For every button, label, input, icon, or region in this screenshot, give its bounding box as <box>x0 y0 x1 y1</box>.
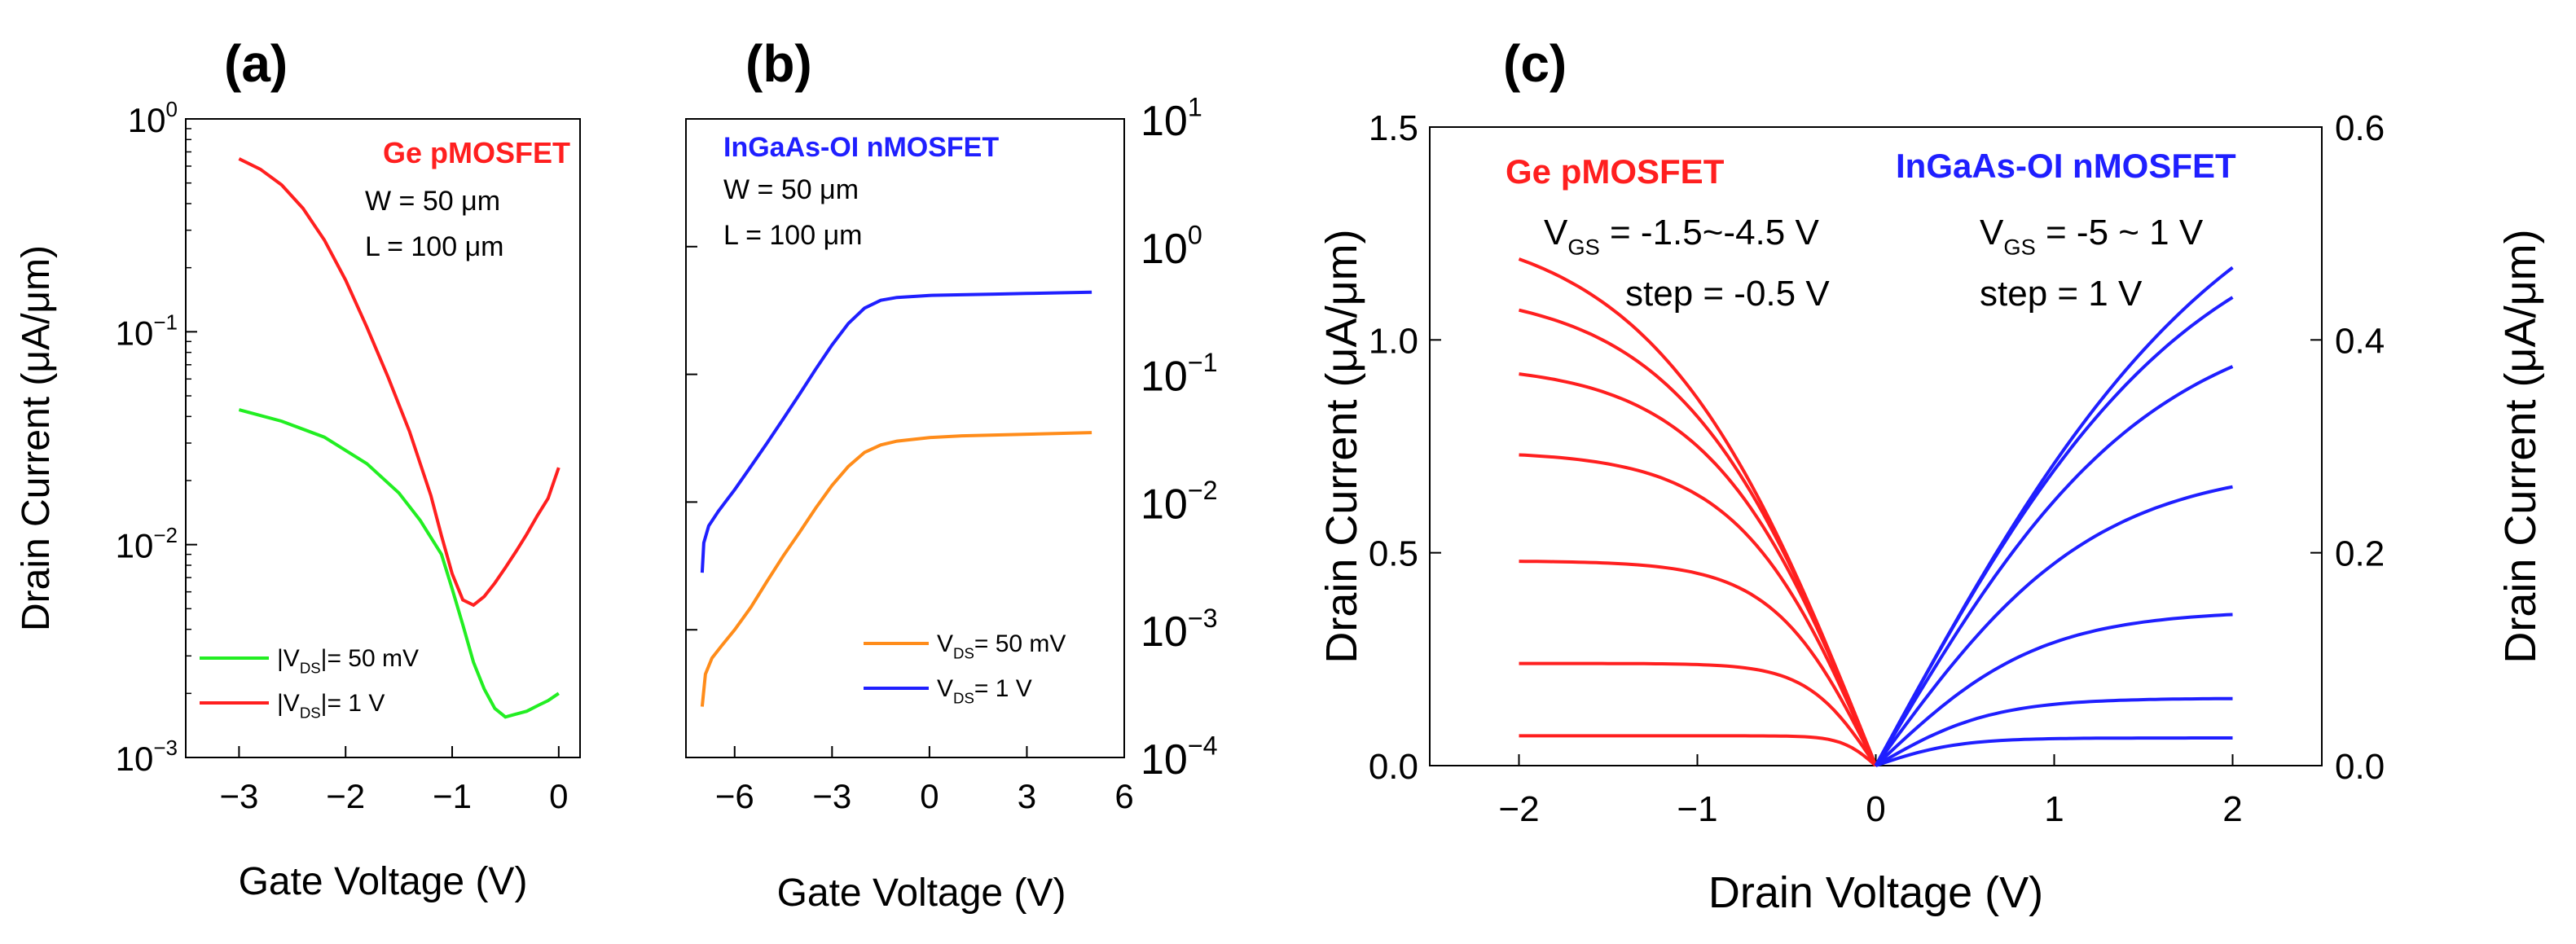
panel-label-c: (c) <box>1503 34 1567 93</box>
y-tick-label-a: 100 <box>128 97 178 139</box>
x-tick-label-c: 1 <box>2044 789 2064 829</box>
panel-a: −3 −2 −1 0 10−3 10−2 10−1 100 Gate Voltage (V) Dr… <box>15 97 581 903</box>
x-tick-label-c: −1 <box>1677 789 1717 829</box>
y-tick-label-c: 1.5 <box>1369 108 1418 148</box>
annotation-b: L = 100 μm <box>723 220 862 251</box>
y-axis-right-label-c: Drain Current (μA/μm) <box>2496 229 2545 663</box>
series-line-c-blue-6 <box>1874 266 2234 766</box>
title-b: InGaAs-OI nMOSFET <box>723 132 999 163</box>
series-line-c-red-4 <box>1519 372 1878 766</box>
plot-frame-a <box>185 118 581 758</box>
ge-title-c: Ge pMOSFET <box>1506 152 1725 191</box>
series-line-c-blue-4 <box>1874 365 2234 767</box>
x-tick-label-b: 0 <box>920 777 939 815</box>
x-tick-label-b: −3 <box>812 777 851 815</box>
x-tick-label-c: 0 <box>1866 789 1885 829</box>
y-tick-label-c: 0.5 <box>1369 534 1418 574</box>
y-tick-label-b: 100 <box>1141 220 1202 272</box>
ingaas-step-c: step = 1 V <box>1980 274 2143 314</box>
y-tick-label-a: 10−1 <box>116 310 178 352</box>
y-axis-label-c: Drain Current (μA/μm) <box>1317 229 1366 663</box>
y-right-tick-label-c: 0.4 <box>2335 321 2385 361</box>
y-right-tick-label-c: 0.0 <box>2335 747 2385 787</box>
series-line-a-1 <box>238 157 560 608</box>
x-tick-label-a: 0 <box>549 777 568 815</box>
series-line-c-blue-3 <box>1874 485 2233 767</box>
ingaas-title-c: InGaAs-OI nMOSFET <box>1896 147 2236 185</box>
annotation-a: L = 100 μm <box>365 231 503 262</box>
legend-label-a: |VDS|= 50 mV <box>277 645 419 676</box>
annotation-b: W = 50 μm <box>723 174 859 205</box>
x-tick-label-c: −2 <box>1498 789 1539 829</box>
x-tick-label-a: −2 <box>326 777 365 815</box>
panel-b: −6 −3 0 3 610−4 10−3 10−2 10−1 100 101 Gate Voltag… <box>685 93 1218 915</box>
series-line-c-red-3 <box>1519 453 1878 766</box>
plot-frame-b <box>685 118 1125 758</box>
ge-vgs-c: VGS = -1.5~-4.5 V <box>1544 213 1819 259</box>
x-tick-label-a: −3 <box>219 777 258 815</box>
series-line-c-red-6 <box>1518 257 1878 766</box>
y-tick-label-c: 1.0 <box>1369 321 1418 361</box>
x-tick-label-b: 6 <box>1114 777 1133 815</box>
x-tick-label-a: −1 <box>433 777 472 815</box>
title-a: Ge pMOSFET <box>383 136 570 169</box>
x-tick-label-c: 2 <box>2222 789 2242 829</box>
y-tick-label-a: 10−3 <box>116 735 178 778</box>
y-tick-label-b: 101 <box>1141 93 1202 145</box>
x-tick-label-b: −6 <box>715 777 754 815</box>
series-line-c-red-1 <box>1519 661 1878 767</box>
ingaas-vgs-c: VGS = -5 ~ 1 V <box>1980 213 2204 259</box>
x-axis-label-a: Gate Voltage (V) <box>239 860 528 903</box>
legend-label-b: VDS= 1 V <box>937 675 1032 706</box>
y-right-tick-label-c: 0.2 <box>2335 534 2385 574</box>
y-tick-label-a: 10−2 <box>116 523 178 565</box>
series-line-c-blue-0 <box>1875 736 2233 767</box>
series-line-c-red-0 <box>1519 734 1877 767</box>
legend-label-b: VDS= 50 mV <box>937 630 1066 661</box>
y-axis-label-a: Drain Current (μA/μm) <box>15 245 58 631</box>
legend-label-a: |VDS|= 1 V <box>277 690 385 721</box>
y-right-tick-label-c: 0.6 <box>2335 108 2385 148</box>
series-line-c-blue-2 <box>1875 613 2233 767</box>
panel-c: −2 −1 0 1 2 0.0 0.5 1.0 1.5 0.0 0.2 0.4 0.6 Drain Vol… <box>1317 108 2545 917</box>
ge-step-c: step = -0.5 V <box>1625 274 1830 314</box>
y-tick-label-b: 10−2 <box>1141 476 1218 528</box>
x-axis-label-b: Gate Voltage (V) <box>777 872 1066 915</box>
y-tick-label-b: 10−1 <box>1141 348 1218 400</box>
y-tick-label-b: 10−3 <box>1141 604 1218 656</box>
series-line-b-1 <box>700 290 1092 573</box>
series-line-c-blue-1 <box>1875 696 2233 767</box>
series-line-b-0 <box>700 431 1092 707</box>
x-axis-label-c: Drain Voltage (V) <box>1708 868 2043 917</box>
series-line-c-red-2 <box>1519 560 1878 766</box>
series-line-a-0 <box>238 408 560 719</box>
y-tick-label-b: 10−4 <box>1141 731 1218 784</box>
panel-label-a: (a) <box>224 34 288 93</box>
x-tick-label-b: 3 <box>1018 777 1036 815</box>
y-tick-label-c: 0.0 <box>1369 747 1418 787</box>
annotation-a: W = 50 μm <box>365 186 500 217</box>
panel-label-b: (b) <box>745 34 812 93</box>
